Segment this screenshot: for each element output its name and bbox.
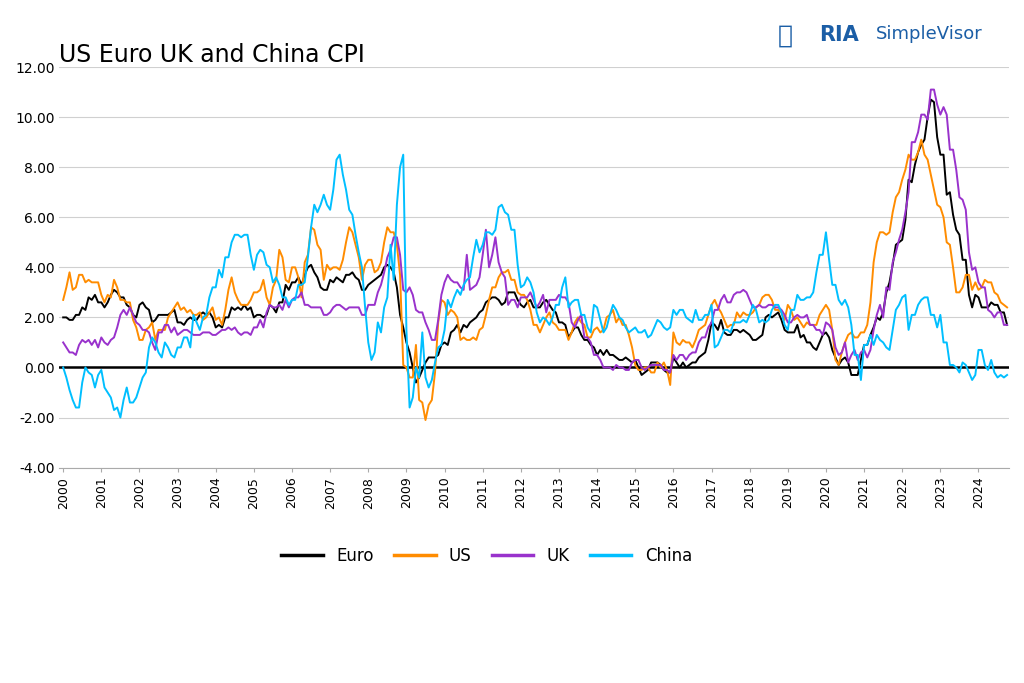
UK [352,303,365,311]
China [582,323,594,331]
Euro [966,303,978,311]
China [1000,371,1013,379]
Text: SimpleVisor: SimpleVisor [876,25,982,43]
Euro [1000,321,1013,329]
Euro [410,378,422,387]
US [352,253,365,262]
Euro [579,336,591,344]
Euro [925,96,937,104]
UK [966,266,978,274]
UK [349,303,361,311]
Line: Euro: Euro [63,100,1007,382]
Legend: Euro, US, UK, China: Euro, US, UK, China [274,540,698,572]
Euro [394,311,407,319]
Line: China: China [63,154,1007,417]
US [925,171,937,179]
Line: UK: UK [63,89,1007,372]
US [420,416,432,424]
UK [1000,321,1013,329]
US [349,240,361,249]
Text: US Euro UK and China CPI: US Euro UK and China CPI [59,43,366,67]
China [359,303,372,311]
China [400,326,413,334]
Euro [57,313,70,322]
Line: US: US [63,139,1007,420]
US [57,296,70,304]
China [355,263,368,271]
China [334,150,346,158]
Text: RIA: RIA [819,25,859,45]
US [394,270,407,279]
UK [57,338,70,346]
US [966,285,978,294]
US [1000,303,1013,311]
UK [922,115,934,124]
Euro [922,113,934,121]
China [925,311,937,319]
Euro [352,276,365,284]
UK [394,251,407,259]
Text: ⮤: ⮤ [778,24,794,48]
China [115,413,127,421]
UK [575,311,588,319]
UK [664,368,676,376]
UK [925,85,937,94]
US [579,321,591,329]
US [915,135,928,143]
China [57,363,70,372]
China [966,376,978,384]
Euro [349,273,361,281]
